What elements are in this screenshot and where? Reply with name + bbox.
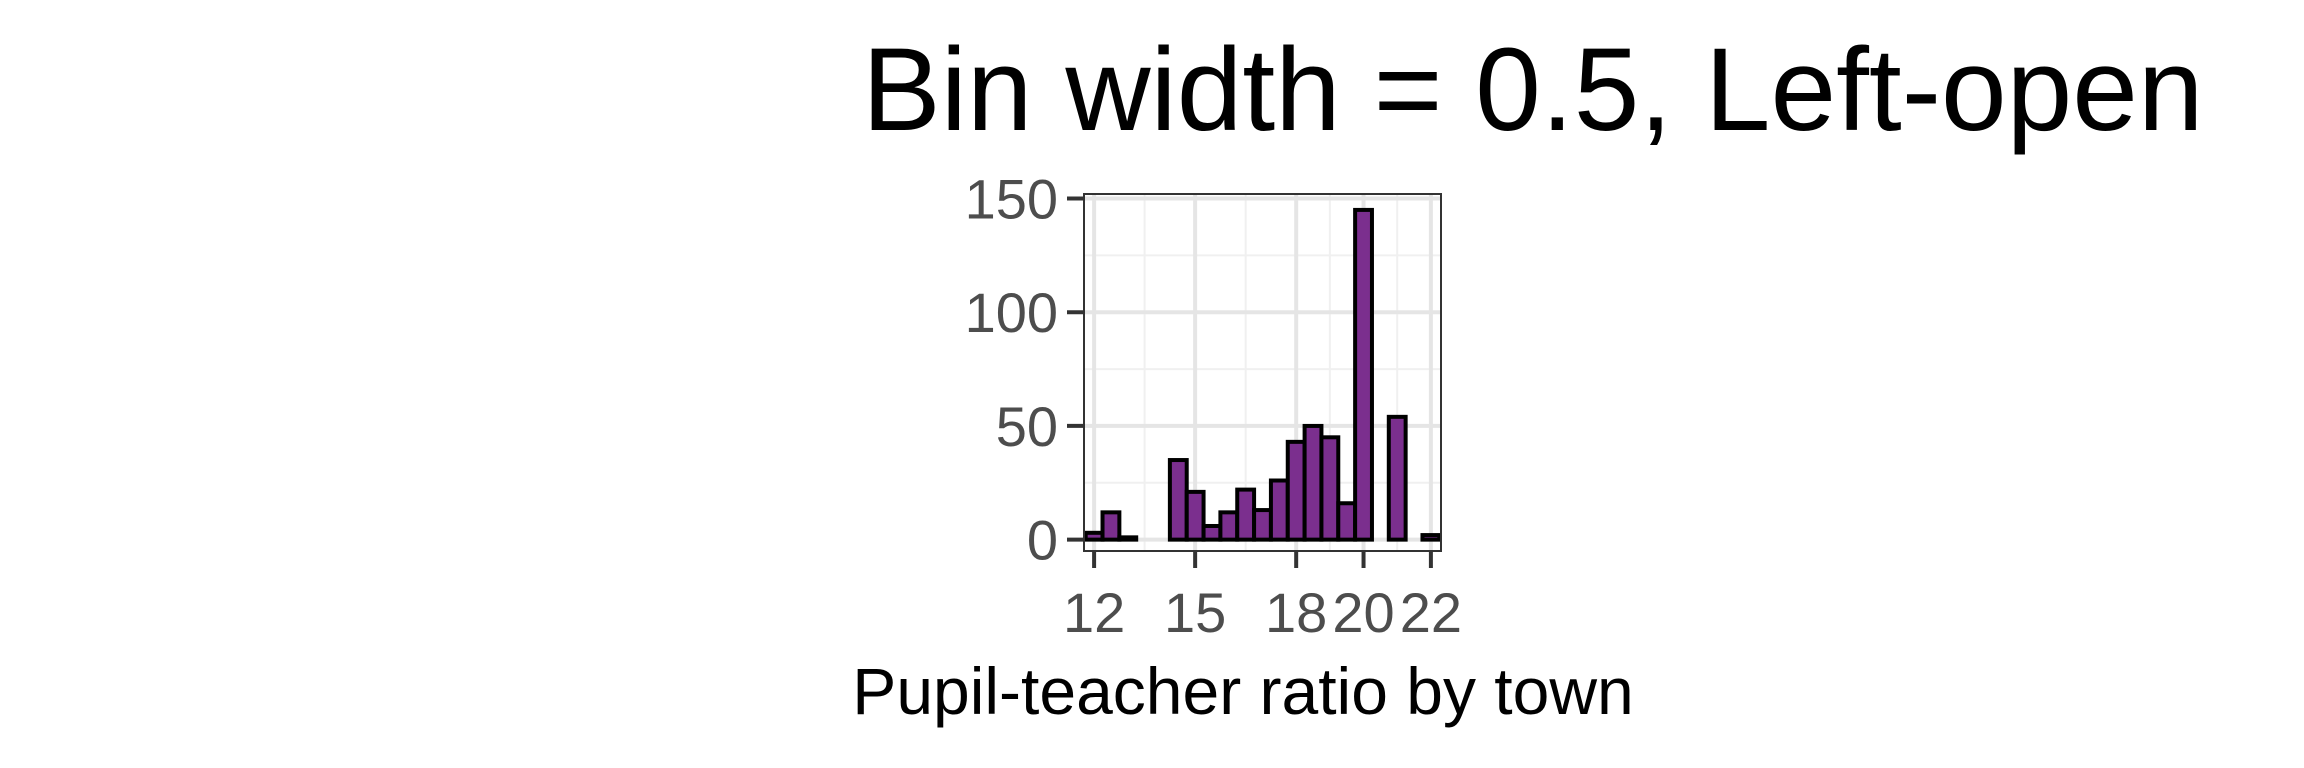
- x-tick-label: 12: [1063, 581, 1125, 644]
- histogram-bar: [1218, 510, 1240, 542]
- histogram-bar: [1201, 523, 1223, 542]
- x-tick-label: 20: [1332, 581, 1394, 644]
- histogram-bar: [1083, 530, 1105, 542]
- x-axis-title: Pupil-teacher ratio by town: [852, 654, 1633, 728]
- histogram-bar: [1420, 533, 1442, 542]
- axis-layer: 0 50 100 150 12 15 18 20 22: [965, 168, 1462, 644]
- histogram-bar: [1117, 535, 1139, 542]
- y-tick-label: 150: [965, 168, 1058, 231]
- histogram-bar: [1235, 487, 1257, 542]
- x-tick-label: 18: [1265, 581, 1327, 644]
- histogram-bar: [1100, 510, 1122, 542]
- histogram-bar: [1386, 414, 1408, 542]
- histogram-bar: [1252, 508, 1273, 542]
- x-tick-label: 22: [1400, 581, 1462, 644]
- y-tick-label: 100: [965, 281, 1058, 344]
- bars-layer: [1083, 207, 1442, 542]
- histogram-bar: [1285, 439, 1307, 542]
- x-tick-label: 15: [1164, 581, 1226, 644]
- y-tick-label: 50: [996, 395, 1058, 458]
- histogram-bar: [1184, 489, 1206, 542]
- panel-border: [1083, 193, 1442, 552]
- chart-title: Bin width = 0.5, Left-open: [862, 24, 2204, 156]
- histogram-bar: [1319, 435, 1341, 542]
- histogram-bar: [1302, 423, 1324, 542]
- y-tick-label: 0: [1027, 509, 1058, 572]
- histogram-bar: [1268, 478, 1290, 542]
- histogram-bar: [1336, 501, 1358, 542]
- histogram-bar: [1353, 207, 1374, 542]
- histogram-bar: [1167, 458, 1189, 542]
